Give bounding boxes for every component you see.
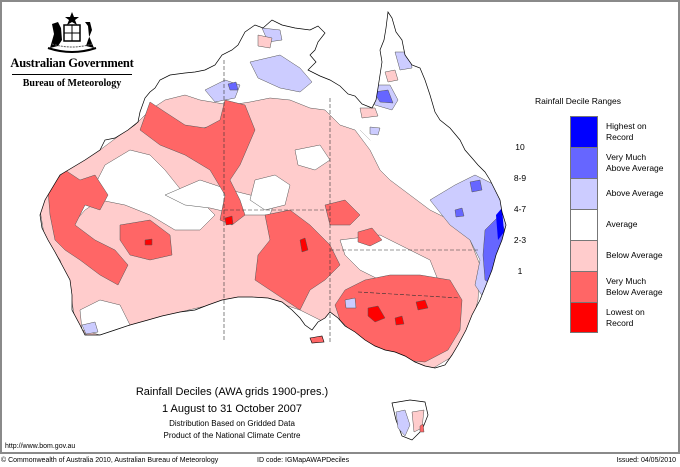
map-title: Rainfall Deciles (AWA grids 1900-pres.) <box>135 386 329 398</box>
legend-label: Above Average <box>606 188 664 198</box>
copyright-text: © Commonwealth of Australia 2010, Austra… <box>1 457 219 464</box>
legend-range: 2-3 <box>513 235 527 245</box>
legend-swatch <box>570 302 598 333</box>
map-period: 1 August to 31 October 2007 <box>161 403 303 415</box>
government-name: Australian Government <box>10 56 134 70</box>
region-very-much-below <box>139 99 256 226</box>
map-frame <box>0 0 680 454</box>
logo-divider <box>12 74 132 75</box>
legend-label: Very Much Above Average <box>606 151 664 173</box>
legend-swatch <box>570 240 598 271</box>
issued-date-text: Issued: 04/05/2010 <box>616 457 676 464</box>
map-distribution-note: Distribution Based on Gridded Data <box>169 419 295 428</box>
legend-label: Lowest on Record <box>606 306 645 328</box>
legend-range: 10 <box>515 142 525 152</box>
legend-swatch <box>570 147 598 178</box>
legend-range: 4-7 <box>513 204 527 214</box>
map-product-note: Product of the National Climate Centre <box>163 431 301 440</box>
legend-swatch <box>570 209 598 240</box>
legend-swatch <box>570 116 598 147</box>
legend-range: 1 <box>517 266 523 276</box>
bureau-name: Bureau of Meteorology <box>22 78 122 89</box>
legend-label: Very Much Below Average <box>606 275 663 297</box>
bom-url-link[interactable]: http://www.bom.gov.au <box>5 443 76 450</box>
state-borders <box>223 60 480 342</box>
australia-rainfall-map <box>39 11 507 441</box>
bom-logo: Australian Government Bureau of Meteorol… <box>10 10 134 89</box>
legend-range: 8-9 <box>513 173 527 183</box>
legend-label: Average <box>606 219 638 229</box>
legend-label: Below Average <box>606 250 663 260</box>
coat-of-arms-icon <box>47 12 97 53</box>
id-code-text: ID code: IGMapAWAPDeciles <box>257 457 350 464</box>
legend-swatch <box>570 178 598 209</box>
legend-label: Highest on Record <box>606 120 647 142</box>
legend-title: Rainfall Decile Ranges <box>535 96 621 106</box>
legend-swatch <box>570 271 598 302</box>
footer: © Commonwealth of Australia 2010, Austra… <box>0 456 680 467</box>
